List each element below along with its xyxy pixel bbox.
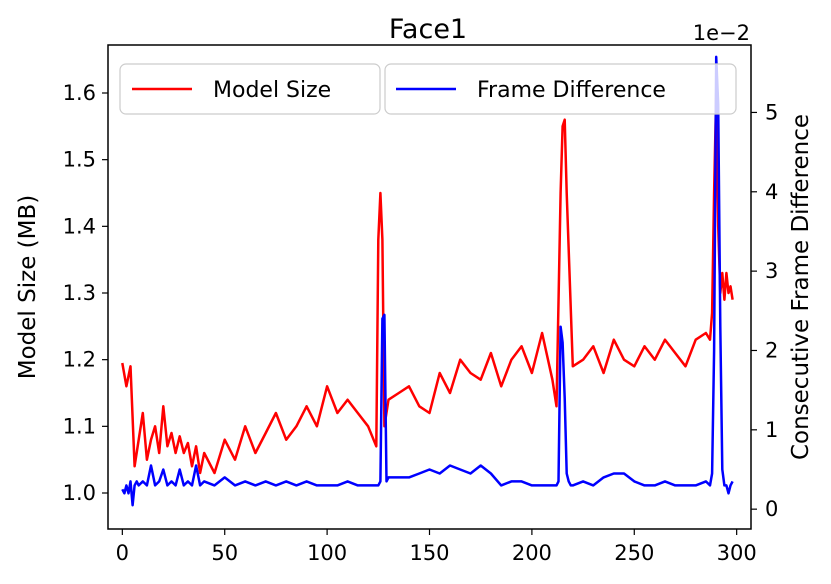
legend-box-frame-difference	[384, 63, 737, 115]
legend-box-model-size	[119, 63, 381, 115]
left-y-tick-label: 1.2	[63, 348, 96, 372]
left-y-tick-label: 1.1	[63, 414, 96, 438]
x-tick-label: 250	[614, 541, 654, 565]
left-y-tick-label: 1.6	[63, 81, 96, 105]
plot-lines	[121, 55, 734, 507]
left-y-tick-label: 1.3	[63, 281, 96, 305]
series-line-frame-difference	[121, 55, 734, 507]
left-y-tick-label: 1.4	[63, 214, 96, 238]
right-y-tick-label: 3	[765, 259, 778, 283]
chart-title: Face1	[389, 14, 467, 45]
x-tick-label: 150	[409, 541, 449, 565]
right-axis-offset-text: 1e−2	[693, 21, 750, 45]
x-axis-ticks: 0 50 100 150 200 250 300	[116, 529, 757, 565]
right-y-tick-label: 0	[765, 497, 778, 521]
x-tick-label: 0	[116, 541, 129, 565]
legend-label-model-size: Model Size	[213, 78, 331, 103]
right-y-tick-label: 2	[765, 338, 778, 362]
left-y-axis-ticks: 1.0 1.1 1.2 1.3 1.4 1.5 1.6	[63, 81, 108, 505]
legend-label-frame-difference: Frame Difference	[477, 78, 666, 103]
x-tick-label: 300	[717, 541, 757, 565]
x-tick-label: 200	[512, 541, 552, 565]
left-y-tick-label: 1.5	[63, 148, 96, 172]
right-y-axis-label: Consecutive Frame Difference	[788, 114, 814, 460]
right-y-tick-label: 1	[765, 418, 778, 442]
legend: Model Size Frame Difference	[119, 63, 737, 115]
x-tick-label: 100	[307, 541, 347, 565]
series-line-model-size	[121, 91, 734, 475]
right-y-axis-ticks: 0 1 2 3 4 5	[751, 100, 778, 521]
left-y-axis-label: Model Size (MB)	[15, 195, 41, 379]
x-tick-label: 50	[211, 541, 238, 565]
right-y-tick-label: 5	[765, 100, 778, 124]
right-y-tick-label: 4	[765, 180, 778, 204]
left-y-tick-label: 1.0	[63, 481, 96, 505]
